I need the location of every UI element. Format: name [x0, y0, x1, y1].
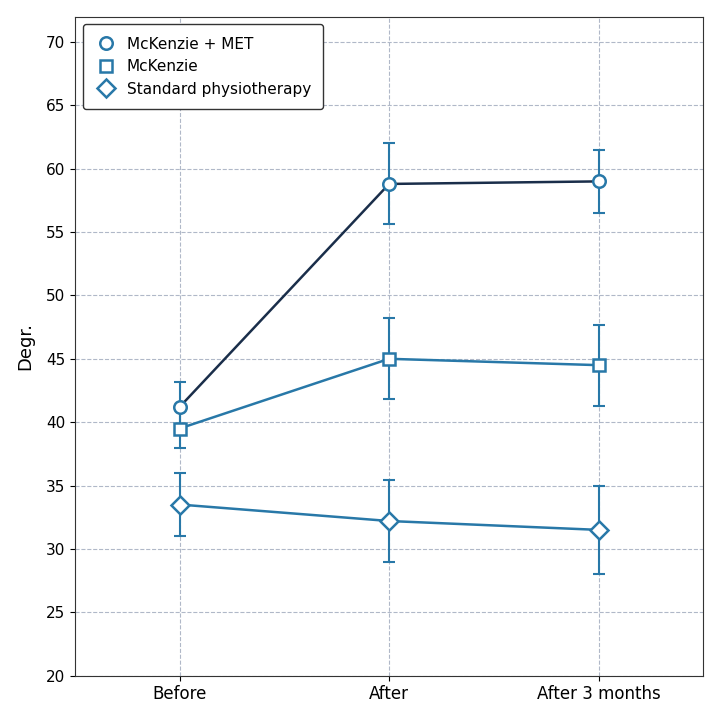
Legend: McKenzie + MET, McKenzie, Standard physiotherapy: McKenzie + MET, McKenzie, Standard physi…	[83, 24, 323, 109]
Y-axis label: Degr.: Degr.	[17, 322, 35, 370]
